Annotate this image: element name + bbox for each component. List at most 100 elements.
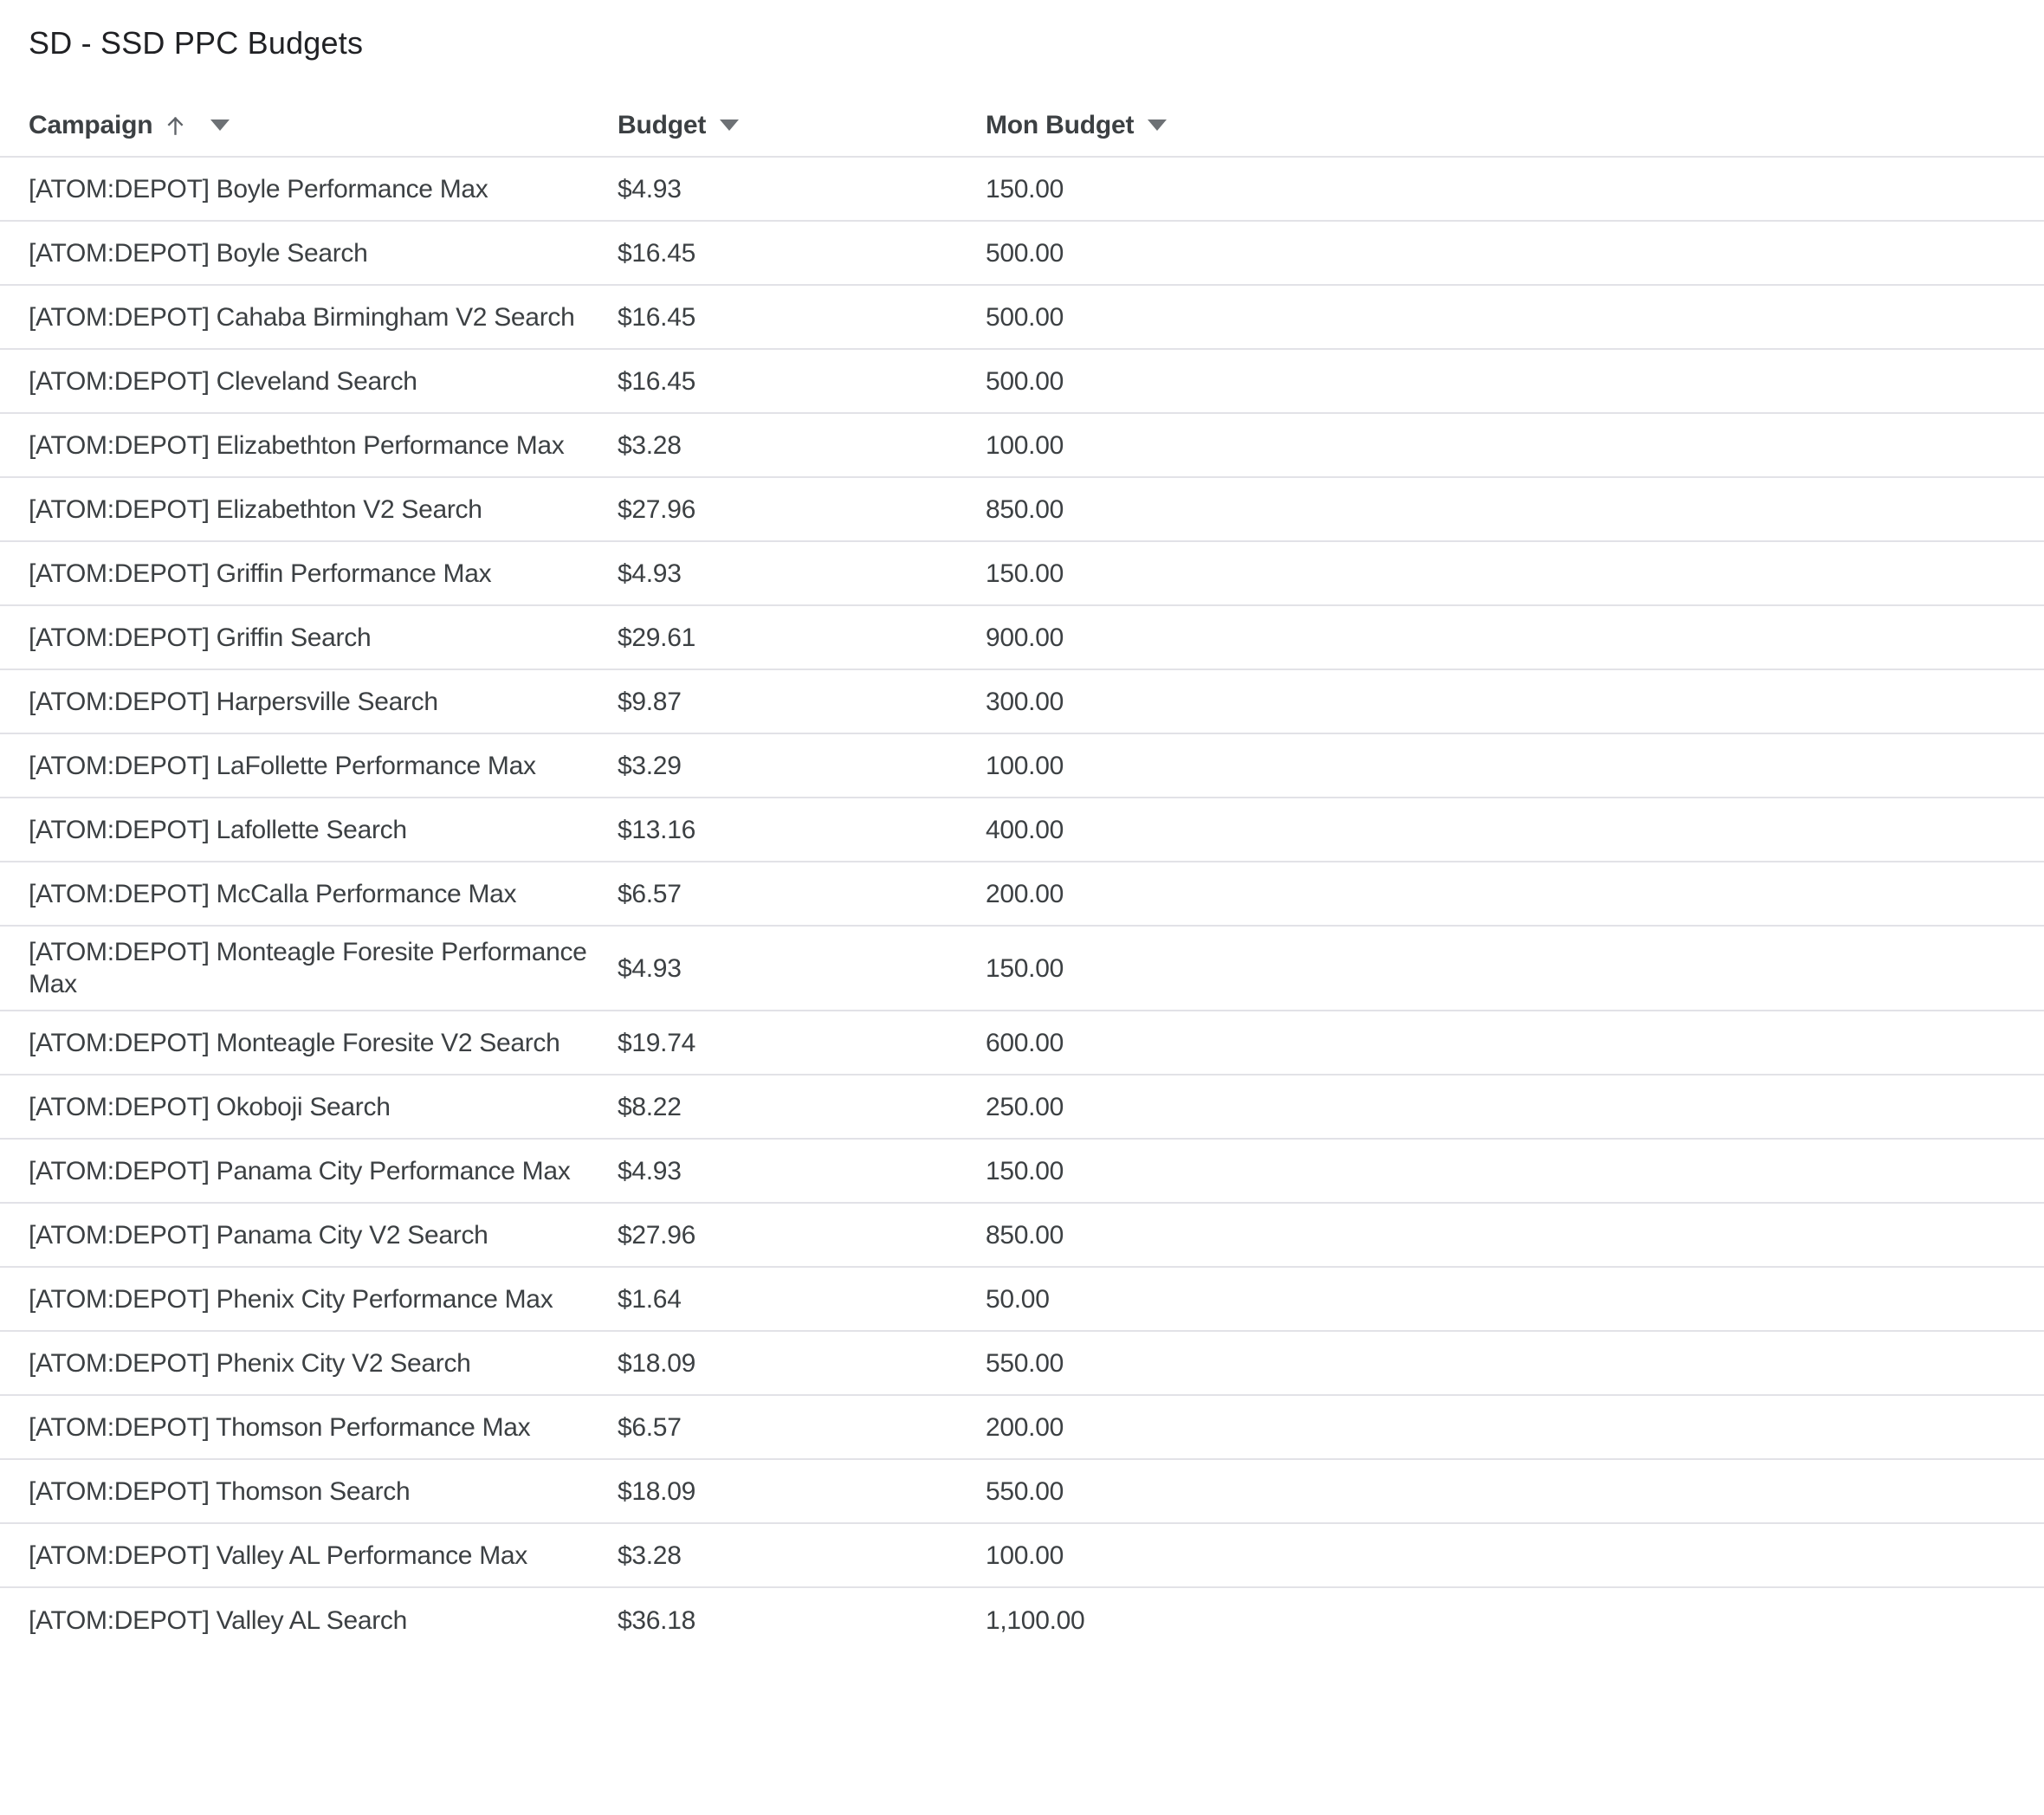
table-row: [ATOM:DEPOT] Griffin Search $29.61 900.0… (0, 606, 2044, 670)
dropdown-arrow-icon[interactable] (720, 119, 740, 131)
sort-ascending-icon (167, 116, 184, 135)
table-header-row: Campaign Budget Mon Budget (0, 94, 2044, 158)
table-body: [ATOM:DEPOT] Boyle Performance Max $4.93… (0, 158, 2044, 1652)
campaign-cell: [ATOM:DEPOT] Harpersville Search (29, 687, 438, 716)
budget-cell: $8.22 (618, 1092, 682, 1121)
campaign-cell: [ATOM:DEPOT] Monteagle Foresite Performa… (29, 938, 587, 998)
mon-budget-cell: 550.00 (986, 1348, 1064, 1378)
mon-budget-cell: 100.00 (986, 1540, 1064, 1570)
campaign-cell: [ATOM:DEPOT] Monteagle Foresite V2 Searc… (29, 1028, 560, 1057)
budget-cell: $4.93 (618, 174, 682, 203)
table-row: [ATOM:DEPOT] Valley AL Performance Max $… (0, 1524, 2044, 1588)
budget-cell: $9.87 (618, 687, 682, 716)
campaign-cell: [ATOM:DEPOT] Elizabethton V2 Search (29, 494, 482, 524)
table-row: [ATOM:DEPOT] Cahaba Birmingham V2 Search… (0, 286, 2044, 350)
mon-budget-cell: 300.00 (986, 687, 1064, 716)
budget-cell: $19.74 (618, 1028, 695, 1057)
mon-budget-cell: 900.00 (986, 623, 1064, 652)
table-row: [ATOM:DEPOT] Monteagle Foresite V2 Searc… (0, 1011, 2044, 1075)
budgets-table: Campaign Budget Mon Budget [ATOM:DEPOT] (0, 94, 2044, 1652)
campaign-cell: [ATOM:DEPOT] Panama City Performance Max (29, 1156, 571, 1185)
campaign-cell: [ATOM:DEPOT] Boyle Search (29, 238, 368, 268)
budget-cell: $18.09 (618, 1348, 695, 1378)
budget-cell: $3.28 (618, 430, 682, 460)
table-row: [ATOM:DEPOT] Phenix City Performance Max… (0, 1268, 2044, 1332)
dropdown-arrow-icon[interactable] (210, 119, 230, 131)
campaign-cell: [ATOM:DEPOT] Valley AL Performance Max (29, 1540, 528, 1570)
campaign-cell: [ATOM:DEPOT] Cleveland Search (29, 366, 417, 396)
mon-budget-cell: 150.00 (986, 174, 1064, 203)
mon-budget-cell: 250.00 (986, 1092, 1064, 1121)
column-label-campaign: Campaign (29, 110, 153, 139)
mon-budget-cell: 850.00 (986, 1220, 1064, 1250)
table-row: [ATOM:DEPOT] Boyle Performance Max $4.93… (0, 158, 2044, 222)
table-row: [ATOM:DEPOT] McCalla Performance Max $6.… (0, 862, 2044, 927)
campaign-cell: [ATOM:DEPOT] Griffin Search (29, 623, 372, 652)
page-title: SD - SSD PPC Budgets (29, 25, 364, 61)
budget-cell: $6.57 (618, 879, 682, 908)
campaign-cell: [ATOM:DEPOT] Panama City V2 Search (29, 1220, 488, 1250)
table-row: [ATOM:DEPOT] Elizabethton V2 Search $27.… (0, 478, 2044, 542)
mon-budget-cell: 200.00 (986, 1412, 1064, 1442)
table-row: [ATOM:DEPOT] Thomson Performance Max $6.… (0, 1396, 2044, 1460)
campaign-cell: [ATOM:DEPOT] Cahaba Birmingham V2 Search (29, 302, 575, 332)
budget-cell: $18.09 (618, 1476, 695, 1506)
campaign-cell: [ATOM:DEPOT] Valley AL Search (29, 1605, 408, 1635)
budget-cell: $27.96 (618, 1220, 695, 1250)
table-row: [ATOM:DEPOT] Harpersville Search $9.87 3… (0, 670, 2044, 734)
column-header-campaign[interactable]: Campaign (29, 109, 618, 141)
table-row: [ATOM:DEPOT] Lafollette Search $13.16 40… (0, 798, 2044, 862)
campaign-cell: [ATOM:DEPOT] Thomson Performance Max (29, 1412, 531, 1442)
table-row: [ATOM:DEPOT] Panama City Performance Max… (0, 1140, 2044, 1204)
campaign-cell: [ATOM:DEPOT] Boyle Performance Max (29, 174, 488, 203)
table-row: [ATOM:DEPOT] Thomson Search $18.09 550.0… (0, 1460, 2044, 1524)
mon-budget-cell: 500.00 (986, 366, 1064, 396)
budget-cell: $3.28 (618, 1540, 682, 1570)
budget-cell: $13.16 (618, 815, 695, 844)
column-header-budget[interactable]: Budget (618, 109, 986, 141)
budget-cell: $4.93 (618, 953, 682, 983)
mon-budget-cell: 500.00 (986, 238, 1064, 268)
budget-cell: $6.57 (618, 1412, 682, 1442)
column-label-budget: Budget (618, 110, 707, 139)
campaign-cell: [ATOM:DEPOT] Elizabethton Performance Ma… (29, 430, 565, 460)
table-row: [ATOM:DEPOT] Monteagle Foresite Performa… (0, 927, 2044, 1011)
mon-budget-cell: 100.00 (986, 430, 1064, 460)
budget-cell: $3.29 (618, 751, 682, 780)
budget-cell: $16.45 (618, 366, 695, 396)
mon-budget-cell: 150.00 (986, 559, 1064, 588)
campaign-cell: [ATOM:DEPOT] Phenix City Performance Max (29, 1284, 553, 1314)
mon-budget-cell: 150.00 (986, 953, 1064, 983)
table-row: [ATOM:DEPOT] Valley AL Search $36.18 1,1… (0, 1588, 2044, 1652)
campaign-cell: [ATOM:DEPOT] McCalla Performance Max (29, 879, 517, 908)
mon-budget-cell: 500.00 (986, 302, 1064, 332)
table-row: [ATOM:DEPOT] Okoboji Search $8.22 250.00 (0, 1075, 2044, 1140)
table-row: [ATOM:DEPOT] Panama City V2 Search $27.9… (0, 1204, 2044, 1268)
budget-cell: $29.61 (618, 623, 695, 652)
mon-budget-cell: 850.00 (986, 494, 1064, 524)
mon-budget-cell: 400.00 (986, 815, 1064, 844)
table-row: [ATOM:DEPOT] LaFollette Performance Max … (0, 734, 2044, 798)
budget-cell: $1.64 (618, 1284, 682, 1314)
campaign-cell: [ATOM:DEPOT] Phenix City V2 Search (29, 1348, 471, 1378)
budget-cell: $16.45 (618, 302, 695, 332)
budget-cell: $27.96 (618, 494, 695, 524)
budget-cell: $16.45 (618, 238, 695, 268)
table-row: [ATOM:DEPOT] Cleveland Search $16.45 500… (0, 350, 2044, 414)
campaign-cell: [ATOM:DEPOT] LaFollette Performance Max (29, 751, 536, 780)
campaign-cell: [ATOM:DEPOT] Lafollette Search (29, 815, 407, 844)
table-row: [ATOM:DEPOT] Phenix City V2 Search $18.0… (0, 1332, 2044, 1396)
column-header-mon-budget[interactable]: Mon Budget (986, 109, 2044, 141)
mon-budget-cell: 1,100.00 (986, 1605, 1085, 1635)
mon-budget-cell: 600.00 (986, 1028, 1064, 1057)
campaign-cell: [ATOM:DEPOT] Griffin Performance Max (29, 559, 492, 588)
budget-cell: $4.93 (618, 559, 682, 588)
campaign-cell: [ATOM:DEPOT] Thomson Search (29, 1476, 411, 1506)
table-row: [ATOM:DEPOT] Griffin Performance Max $4.… (0, 542, 2044, 606)
table-row: [ATOM:DEPOT] Elizabethton Performance Ma… (0, 414, 2044, 478)
campaign-cell: [ATOM:DEPOT] Okoboji Search (29, 1092, 391, 1121)
mon-budget-cell: 550.00 (986, 1476, 1064, 1506)
budget-cell: $4.93 (618, 1156, 682, 1185)
dropdown-arrow-icon[interactable] (1148, 119, 1168, 131)
